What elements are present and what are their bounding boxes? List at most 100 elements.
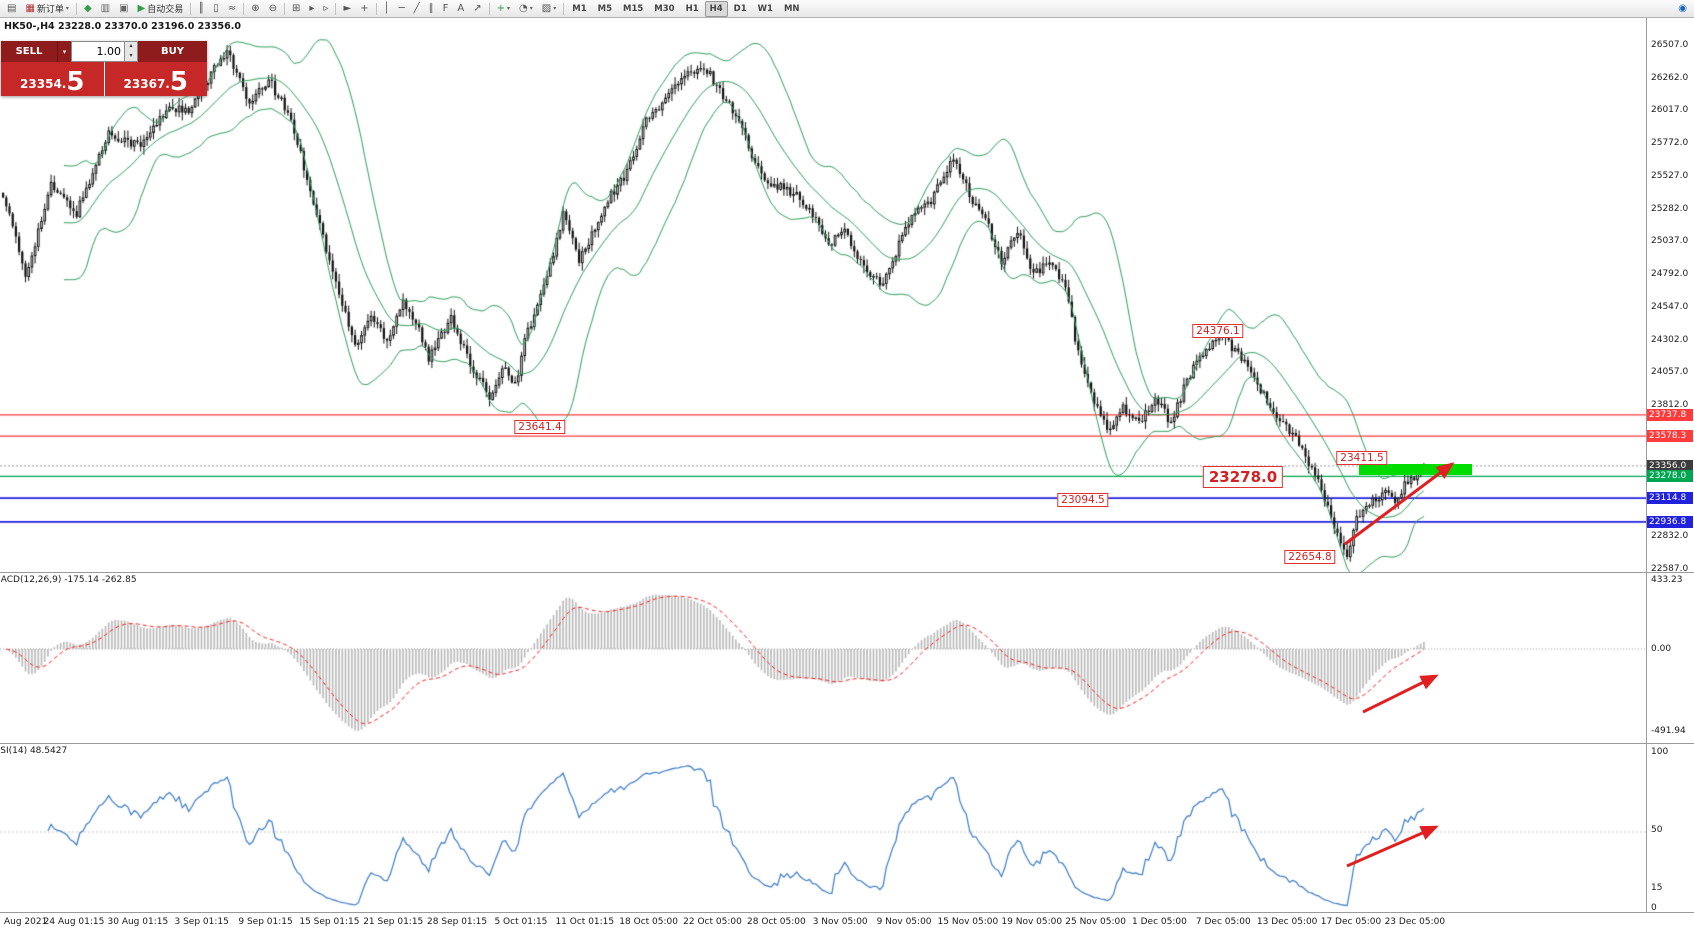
toolbar-separator [488,2,490,15]
indicators-icon: + [496,3,506,14]
templates-button[interactable]: ▨ ▾ [538,0,560,17]
price-label-object[interactable]: 23094.5 [1057,493,1109,507]
dropdown-caret-icon: ▾ [507,5,511,12]
toolbar-right-group: ◉ [1674,0,1691,17]
data-window-button[interactable]: ▣ [115,0,132,17]
timeframe-h4-button[interactable]: H4 [704,0,728,17]
line-chart-button[interactable]: ≈ [224,0,240,17]
toolbar-separator [243,2,245,15]
market-watch-button[interactable]: ▥ [97,0,114,17]
auto-trading-icon: ▶ [137,3,146,14]
bar-chart-button[interactable]: ║ [194,0,208,17]
rsi-scale-tick: 15 [1651,883,1663,893]
volume-input[interactable] [71,41,125,62]
timeframe-m15-button[interactable]: M15 [623,3,644,14]
periods-button[interactable]: ◔ ▾ [515,0,537,17]
vertical-line-button[interactable]: │ [380,0,394,17]
crosshair-icon: + [360,3,369,14]
indicators-button[interactable]: + ▾ [493,0,514,17]
timeframe-m5-button[interactable]: M5 [597,3,612,14]
time-tick: 15 Nov 05:00 [937,917,999,927]
timeframe-mn-button[interactable]: MN [783,3,800,14]
tile-windows-button[interactable]: ⊞ [288,0,304,17]
price-tick: 26017.0 [1651,105,1689,116]
trade-mode-caret-icon[interactable]: ▾ [57,41,71,62]
price-tick: 24792.0 [1651,269,1689,280]
one-click-trading-panel[interactable]: SELL ▾ ▴ ▾ BUY 23354. 5 23367. 5 [1,41,207,96]
macd-scale-tick: 433.23 [1651,575,1683,585]
auto-trading-button[interactable]: ▶ 自动交易 [134,0,188,17]
macd-scale-tick: 0.00 [1651,644,1672,654]
time-tick: 22 Oct 05:00 [683,917,742,927]
fibonacci-icon: F [442,3,449,14]
sell-price-button[interactable]: 23354. 5 [1,62,104,96]
volume-up-icon[interactable]: ▴ [129,42,133,49]
candle-chart-button[interactable]: ▯ [209,0,223,17]
community-icon: ◉ [1678,3,1687,14]
sell-price-big: 5 [66,67,85,97]
tile-windows-icon: ⊞ [291,3,301,14]
horizontal-line-button[interactable]: ─ [395,0,409,17]
trendline-button[interactable]: ╱ [410,0,424,17]
new-order-button[interactable]: ▦ 新订单 ▾ [21,0,72,17]
price-level-box: 23278.0 [1647,470,1693,483]
time-tick: 15 Sep 01:15 [299,917,360,927]
community-button[interactable]: ◉ [1674,0,1691,17]
price-tick: 24547.0 [1651,301,1689,312]
price-label-object[interactable]: 23278.0 [1202,466,1284,488]
auto-scroll-button[interactable]: ▸ [305,0,318,17]
time-tick: 18 Oct 05:00 [619,917,678,927]
price-level-box: 23356.0 [1647,459,1693,472]
arrows-button[interactable]: ↗ [469,0,485,17]
support-highlight-rect[interactable] [1359,464,1472,475]
price-label-object[interactable]: 24376.1 [1192,324,1244,338]
periods-icon: ◔ [519,3,528,14]
price-tick: 24302.0 [1651,334,1689,345]
timeframe-d1-button[interactable]: D1 [733,3,747,14]
zoom-out-button[interactable]: ⊖ [265,0,281,17]
sell-button[interactable]: SELL [1,41,57,62]
price-label-object[interactable]: 22654.8 [1284,550,1336,564]
line-chart-icon: ≈ [227,3,237,14]
timeframe-h1-button[interactable]: H1 [685,3,699,14]
price-label-object[interactable]: 23641.4 [514,420,566,434]
zoom-out-icon: ⊖ [268,3,277,14]
text-button[interactable]: A [453,0,468,17]
volume-down-icon[interactable]: ▾ [129,51,133,59]
new-chart-button[interactable]: ▤ [3,0,20,17]
channel-button[interactable]: ∥ [425,0,438,17]
data-window-icon: ▣ [119,3,129,14]
channel-icon: ∥ [428,3,434,14]
timeframe-m1-button[interactable]: M1 [572,3,587,14]
price-axis[interactable]: 26507.0 26262.0 26017.0 25772.0 25527.0 25282… [1647,18,1694,913]
cursor-button[interactable]: ► [339,0,355,17]
price-tick: 26507.0 [1651,40,1689,50]
time-tick: 30 Aug 01:15 [107,917,169,927]
fibonacci-button[interactable]: F [439,0,453,17]
buy-price-button[interactable]: 23367. 5 [104,62,207,96]
profiles-icon: ◆ [83,3,92,14]
time-tick: 19 Nov 05:00 [1001,917,1063,927]
time-tick: 13 Dec 05:00 [1256,917,1318,927]
profiles-button[interactable]: ◆ [80,0,96,17]
price-tick: 22587.0 [1651,563,1689,574]
horizontal-line-icon: ─ [398,3,405,14]
rsi-panel-separator[interactable] [0,743,1694,744]
price-label-object[interactable]: 23411.5 [1336,451,1388,465]
macd-panel-separator[interactable] [0,572,1694,573]
time-tick: 21 Sep 01:15 [363,917,424,927]
buy-button[interactable]: BUY [138,41,207,62]
time-tick: Aug 2021 [4,917,48,927]
timeframe-m30-button[interactable]: M30 [654,3,675,14]
volume-stepper[interactable]: ▴ ▾ [125,41,138,62]
crosshair-button[interactable]: + [356,0,372,17]
timeframe-w1-button[interactable]: W1 [757,3,773,14]
chart-shift-button[interactable]: ▹ [319,0,332,17]
new-chart-icon: ▤ [7,3,17,14]
rsi-scale-tick: 100 [1651,747,1669,757]
market-watch-icon: ▥ [100,3,111,14]
zoom-in-button[interactable]: ⊕ [247,0,263,17]
price-tick: 22832.0 [1651,530,1689,541]
toolbar-separator [563,2,565,15]
time-axis[interactable]: Aug 2021 24 Aug 01:15 30 Aug 01:15 3 Sep 01… [0,913,1694,934]
